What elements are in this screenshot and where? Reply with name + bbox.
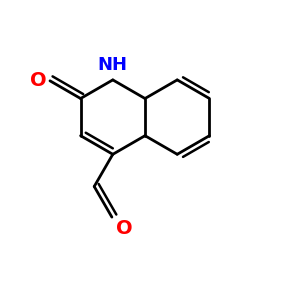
Text: O: O (116, 218, 133, 238)
Text: O: O (30, 71, 46, 90)
Text: NH: NH (98, 56, 128, 74)
